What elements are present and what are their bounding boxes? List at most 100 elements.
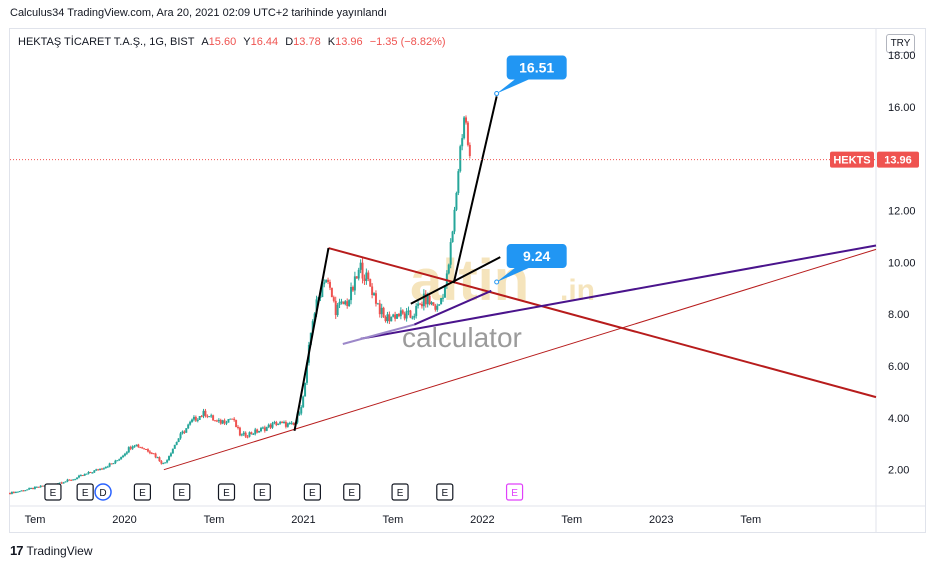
candle-body <box>91 472 94 474</box>
event-marker[interactable]: E <box>303 483 321 501</box>
candle-body <box>30 488 33 490</box>
candle-body <box>248 432 251 437</box>
candle-body <box>252 433 255 435</box>
candle-body <box>162 463 165 465</box>
candle-body <box>373 293 376 295</box>
x-tick-label: 2020 <box>112 514 136 526</box>
earnings-marker-box <box>391 483 409 501</box>
legend-low-value: 13.78 <box>293 36 321 48</box>
candle-body <box>10 491 13 494</box>
candle-body <box>298 413 301 415</box>
event-marker-label: E <box>259 488 266 499</box>
candle-body <box>407 310 410 312</box>
candle-body <box>461 138 464 147</box>
event-marker[interactable]: E <box>253 483 271 501</box>
y-tick-label: 12.00 <box>888 205 916 217</box>
candle-body <box>332 297 335 301</box>
candle-body <box>282 421 285 423</box>
candle-body <box>106 466 109 468</box>
candle-body <box>146 449 149 452</box>
event-marker-label: E <box>82 488 89 499</box>
event-marker[interactable]: E <box>173 483 191 501</box>
event-marker[interactable]: E <box>76 483 94 501</box>
candle-body <box>37 486 40 488</box>
candle-body <box>26 489 29 491</box>
candle-body <box>417 303 420 306</box>
candle-body <box>263 427 266 431</box>
event-marker-label: E <box>50 488 57 499</box>
candle-body <box>453 209 456 232</box>
candle-body <box>342 301 345 305</box>
candle-body <box>116 460 119 462</box>
candle-body <box>206 415 209 417</box>
candle-body <box>35 486 38 488</box>
event-marker[interactable]: E <box>343 483 361 501</box>
candle-body <box>83 473 86 476</box>
event-marker[interactable]: E <box>505 483 524 501</box>
candle-body <box>110 463 113 465</box>
candle-body <box>191 419 194 422</box>
event-marker-label: E <box>223 488 230 499</box>
candle-body <box>390 316 393 322</box>
earnings-marker-box <box>436 483 454 501</box>
candle-body <box>304 382 307 397</box>
candle-body <box>250 432 253 434</box>
event-marker[interactable]: E <box>217 483 236 501</box>
trend-line <box>410 256 501 305</box>
tradingview-logo-text: TradingView <box>26 543 93 558</box>
candle-body <box>327 279 330 282</box>
event-marker[interactable]: D <box>94 483 112 501</box>
callout-pointer <box>496 79 529 94</box>
candle-body <box>85 473 88 475</box>
candle-body <box>158 457 161 462</box>
candle-body <box>150 452 153 454</box>
candle-body <box>18 491 21 493</box>
candle-body <box>401 310 404 314</box>
event-marker[interactable]: E <box>44 483 62 501</box>
candle-body <box>288 423 291 425</box>
candle-body <box>244 432 247 437</box>
earnings-marker-box <box>76 483 94 501</box>
candle-body <box>405 311 408 319</box>
candle-body <box>192 416 195 420</box>
candle-body <box>62 482 65 484</box>
candle-body <box>415 305 418 316</box>
candle-body <box>33 486 36 489</box>
candle-body <box>208 416 211 418</box>
candle-body <box>89 471 92 473</box>
candle-body <box>388 314 391 322</box>
candle-body <box>466 122 469 145</box>
candle-body <box>183 431 186 433</box>
legend-symbol: HEKTAŞ TİCARET T.A.Ş., 1G, BIST <box>18 36 195 48</box>
candle-body <box>219 419 222 424</box>
symbol-tag-bg <box>830 151 874 168</box>
candle-body <box>382 307 385 317</box>
candle-body <box>120 457 123 460</box>
candle-body <box>430 302 433 305</box>
x-tick-label: 2021 <box>291 514 315 526</box>
candle-body <box>340 301 343 303</box>
legend-low-label: D <box>285 36 294 48</box>
currency-button[interactable]: TRY <box>886 34 915 53</box>
candle-body <box>225 422 228 424</box>
event-marker[interactable]: E <box>133 483 152 501</box>
candle-body <box>273 422 276 424</box>
candle-body <box>125 452 128 454</box>
candle-body <box>357 269 360 279</box>
event-marker[interactable]: E <box>436 483 454 501</box>
y-tick-label: 18.00 <box>888 50 916 62</box>
earnings-marker-box <box>253 483 271 501</box>
candle-body <box>179 433 182 439</box>
candle-body <box>58 482 61 484</box>
earnings-marker-box <box>173 483 191 501</box>
candle-body <box>261 427 264 429</box>
legend-change: −1.35 (−8.82%) <box>369 36 446 48</box>
candle-body <box>305 362 308 383</box>
tradingview-logo[interactable]: 17 TradingView <box>10 543 93 558</box>
candle-body <box>321 284 324 298</box>
candle-body <box>286 423 289 427</box>
candle-body <box>459 146 462 172</box>
event-marker[interactable]: E <box>391 483 409 501</box>
candle-body <box>355 276 358 279</box>
